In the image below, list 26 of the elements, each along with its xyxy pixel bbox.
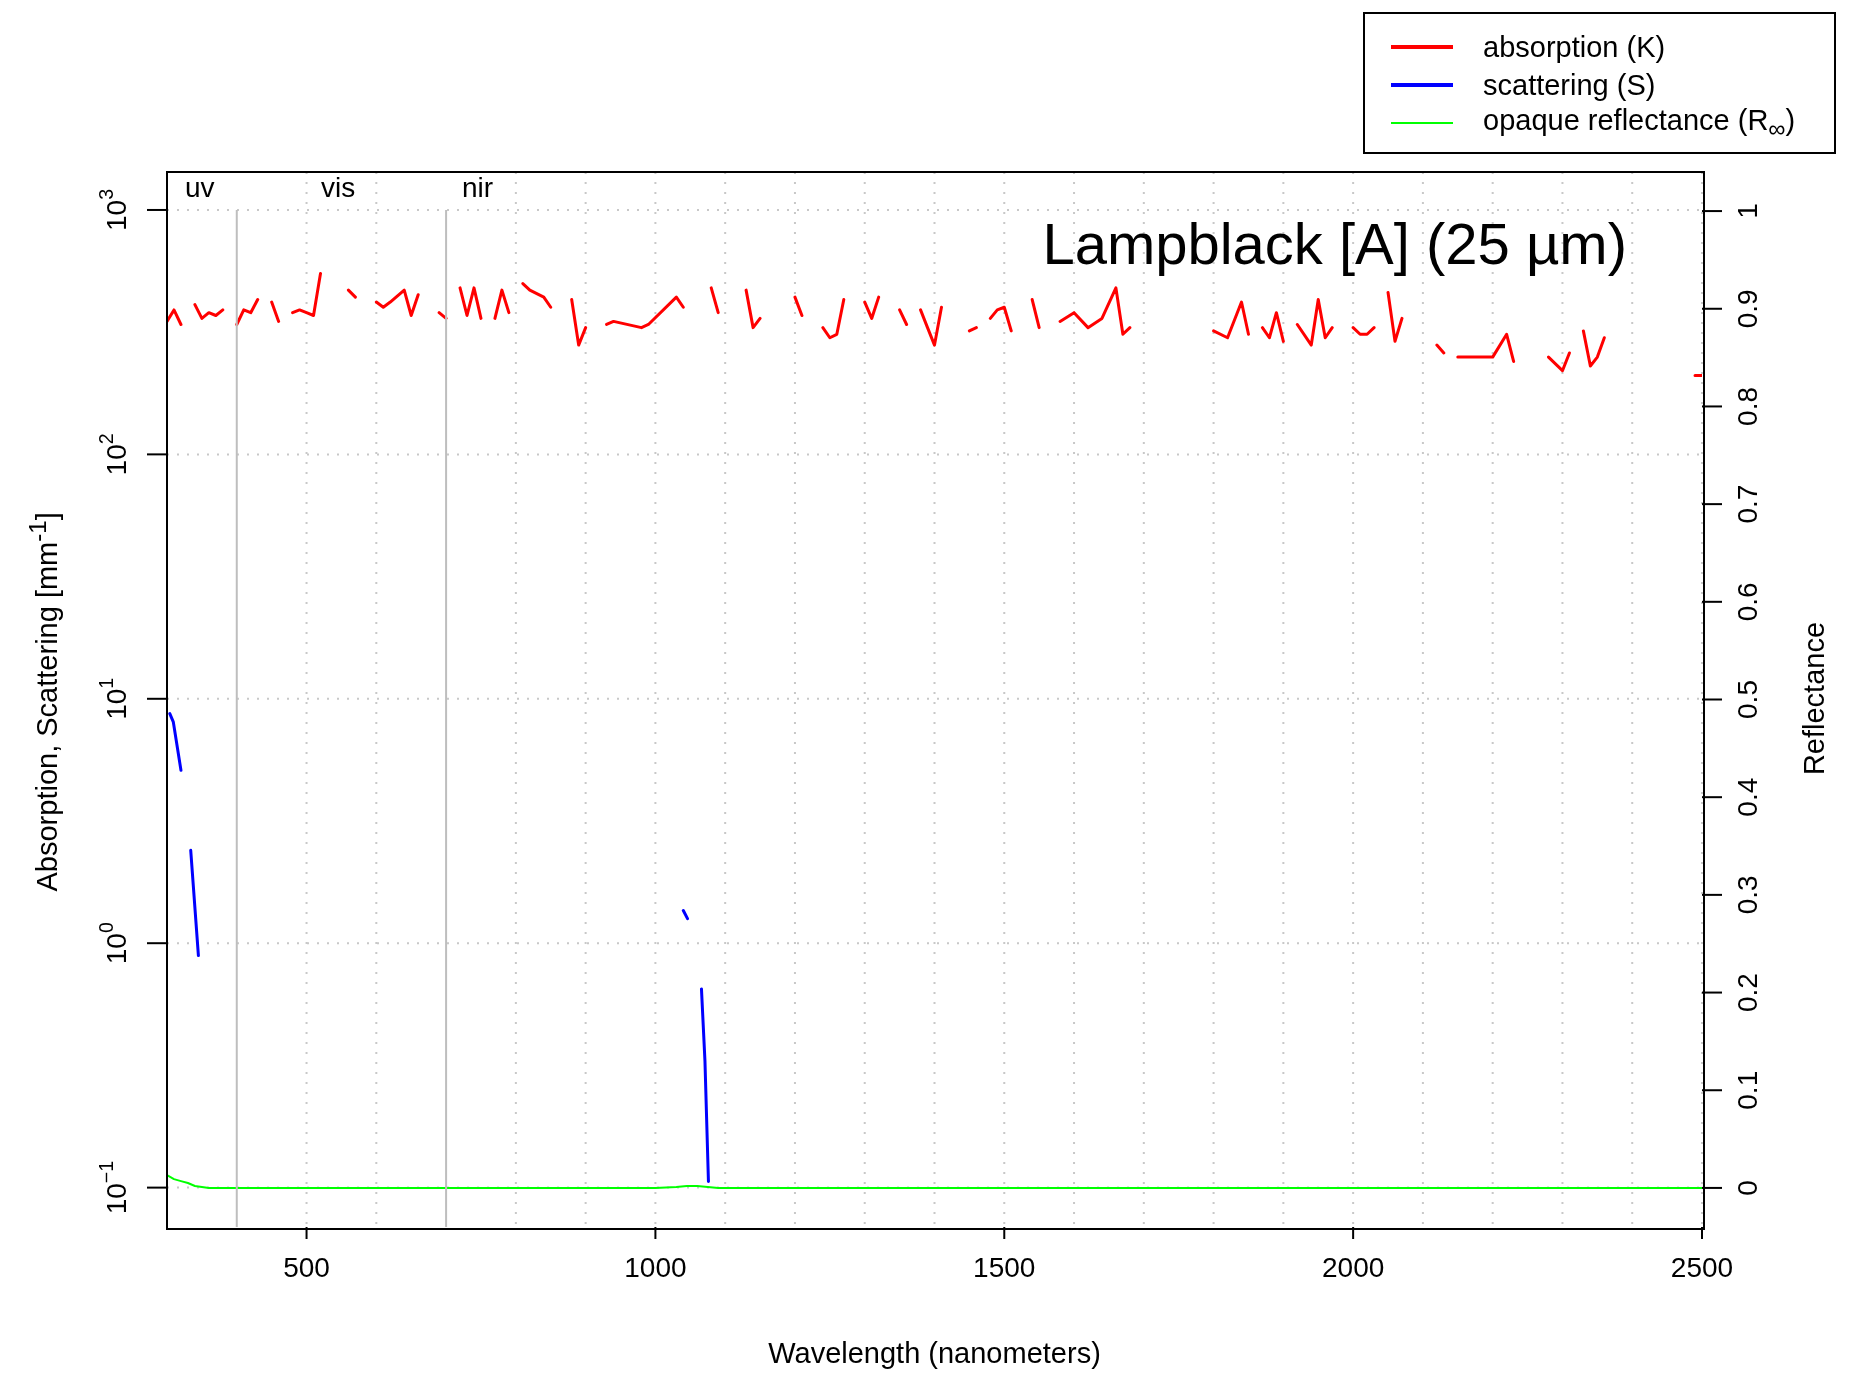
x-tick-label: 1500 — [973, 1252, 1036, 1283]
annotation: uv — [185, 172, 215, 204]
y2-tick-label: 0.9 — [1732, 289, 1764, 329]
y2-tick-label: 0.2 — [1732, 973, 1764, 1013]
legend-label: opaque reflectance (R$_{∞}$) — [1483, 103, 1796, 143]
legend-label: scattering (S) — [1483, 68, 1656, 102]
x-tick-label: 2000 — [1321, 1252, 1385, 1283]
annotation: vis — [321, 172, 356, 204]
y2-tick-label: 0.7 — [1732, 484, 1764, 524]
line-series — [167, 1174, 1702, 1189]
text: Lampblack [A] (25 µm) — [1041, 210, 1627, 277]
legend-label: absorption (K) — [1483, 30, 1666, 64]
x-axis-title: Wavelength (nanometers) — [767, 1337, 1102, 1370]
annotation: nir — [462, 172, 494, 204]
y2-tick-label: 0.5 — [1732, 680, 1764, 719]
y2-tick-label: 0.4 — [1732, 777, 1764, 817]
y2-tick-label: 0.8 — [1732, 386, 1764, 426]
y2-tick-label: 0.3 — [1732, 875, 1764, 915]
x-tick-label: 500 — [283, 1252, 330, 1283]
x-tick-label: 2500 — [1670, 1252, 1734, 1283]
y2-tick-label: 0 — [1732, 1180, 1764, 1196]
y2-tick-label: 0.1 — [1732, 1070, 1764, 1110]
x-tick-label: 1000 — [624, 1252, 687, 1283]
y2-axis-title: Reflectance — [1797, 620, 1831, 777]
y2-tick-label: 1 — [1732, 203, 1764, 219]
y2-tick-label: 0.6 — [1732, 582, 1764, 622]
